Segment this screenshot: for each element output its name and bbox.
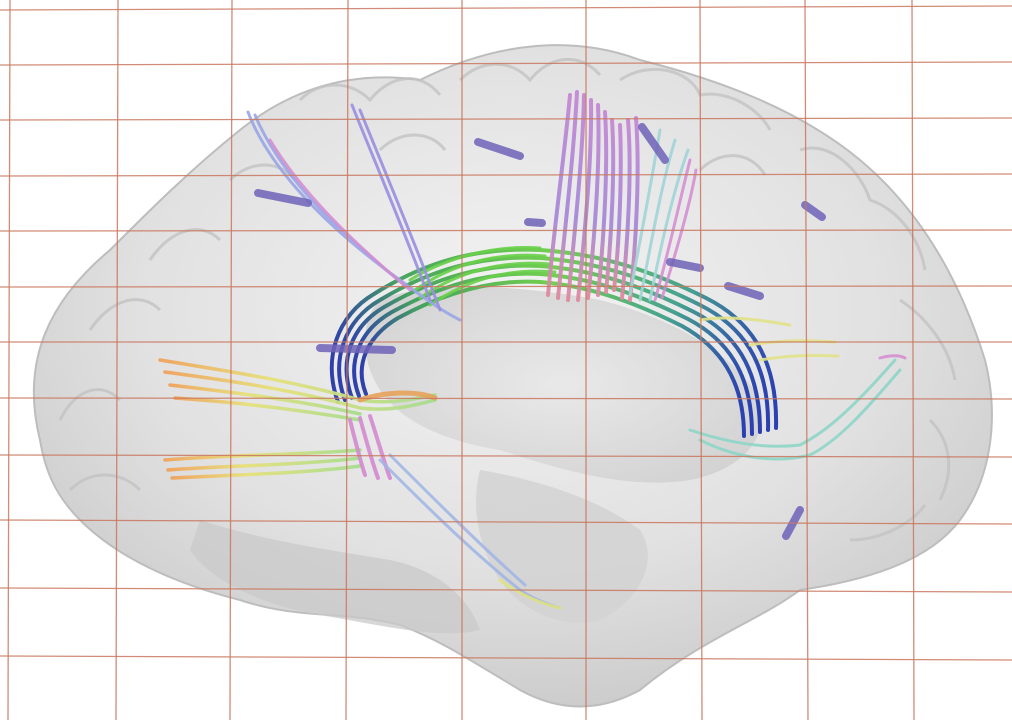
brain-surface-icon: [32, 44, 993, 708]
